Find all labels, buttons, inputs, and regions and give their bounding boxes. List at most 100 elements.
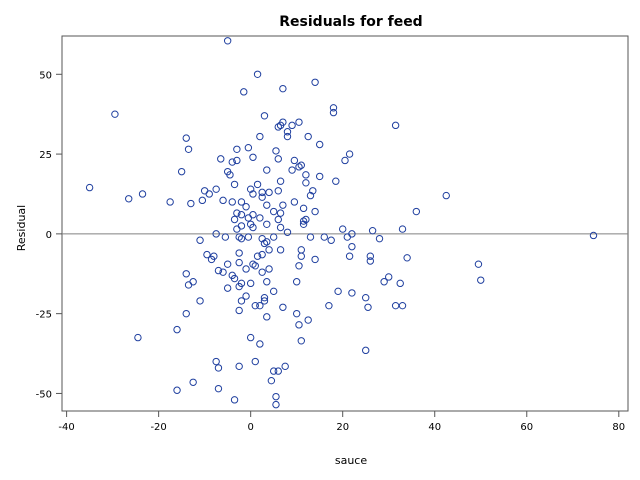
- data-point: [258, 250, 266, 259]
- x-tick-label: 80: [612, 422, 625, 433]
- data-point: [134, 333, 142, 342]
- x-tick-label: -20: [150, 422, 166, 433]
- data-point: [253, 70, 262, 78]
- data-point: [196, 297, 204, 305]
- data-point: [251, 357, 259, 366]
- chart-title: Residuals for feed: [279, 14, 422, 30]
- data-point: [292, 309, 301, 318]
- y-tick-label: -50: [36, 389, 52, 400]
- x-tick-label: -40: [58, 422, 74, 433]
- data-point: [219, 268, 227, 276]
- data-point: [297, 161, 305, 169]
- data-point: [237, 297, 246, 305]
- data-point: [315, 140, 324, 149]
- data-point: [274, 367, 282, 375]
- data-point: [260, 294, 269, 302]
- data-point: [309, 187, 317, 195]
- data-point: [253, 180, 262, 189]
- data-point: [230, 396, 239, 404]
- data-point: [242, 265, 250, 273]
- x-tick-label: 40: [428, 422, 441, 433]
- data-point: [246, 279, 255, 288]
- data-point: [249, 260, 257, 268]
- data-point: [297, 252, 305, 260]
- data-point: [244, 144, 253, 152]
- data-point: [297, 337, 305, 345]
- data-point: [283, 228, 292, 236]
- data-point: [246, 333, 255, 342]
- data-point: [306, 191, 315, 200]
- data-point: [391, 301, 400, 310]
- data-point: [269, 233, 278, 241]
- data-point: [184, 281, 193, 289]
- x-tick-label: 60: [520, 422, 533, 433]
- data-point: [256, 340, 264, 348]
- data-point: [212, 357, 220, 366]
- data-point: [263, 201, 271, 209]
- data-point: [205, 190, 213, 198]
- data-point: [474, 260, 483, 268]
- data-point: [230, 215, 239, 224]
- data-point: [237, 279, 246, 288]
- y-tick-label: 0: [46, 230, 52, 241]
- data-point: [332, 177, 340, 185]
- data-point: [348, 289, 356, 297]
- data-point: [442, 191, 450, 200]
- data-point: [345, 252, 354, 260]
- data-point: [263, 313, 271, 321]
- y-tick-label: -25: [36, 310, 52, 321]
- data-point: [276, 177, 285, 185]
- data-point: [237, 234, 246, 243]
- data-point: [214, 384, 223, 393]
- data-point: [396, 279, 404, 288]
- data-point: [228, 158, 236, 166]
- data-point: [398, 225, 407, 233]
- y-tick-label: 25: [39, 150, 52, 161]
- data-point: [260, 112, 269, 120]
- data-point: [182, 270, 190, 278]
- data-point: [182, 309, 190, 318]
- x-tick-label: 0: [247, 422, 253, 433]
- plot-frame: [61, 35, 629, 412]
- data-point: [368, 226, 377, 235]
- data-point: [256, 214, 264, 222]
- data-point: [327, 236, 335, 244]
- data-point: [173, 325, 181, 334]
- data-point: [249, 223, 257, 232]
- data-point: [274, 155, 282, 163]
- data-point: [302, 179, 310, 187]
- data-point: [223, 260, 232, 268]
- data-point: [233, 145, 241, 153]
- data-point: [240, 88, 248, 96]
- data-point: [214, 364, 223, 372]
- data-point: [306, 233, 315, 241]
- data-point: [217, 155, 225, 163]
- data-point: [341, 156, 349, 165]
- data-point: [295, 118, 303, 126]
- data-point: [198, 196, 207, 205]
- data-point: [223, 284, 232, 292]
- x-axis: -40 -20 0 20 40 60 80: [58, 411, 625, 433]
- data-point: [267, 376, 276, 385]
- data-point: [348, 230, 356, 238]
- data-point: [184, 145, 193, 153]
- data-point: [338, 225, 347, 233]
- data-point: [258, 188, 266, 197]
- data-point: [187, 199, 195, 208]
- data-point: [246, 185, 255, 193]
- data-point: [299, 220, 308, 228]
- data-point: [230, 180, 239, 189]
- data-point: [403, 254, 411, 262]
- data-point: [230, 274, 239, 283]
- data-point: [304, 132, 312, 141]
- data-point: [329, 104, 338, 112]
- data-point: [279, 201, 287, 209]
- data-point: [364, 303, 372, 311]
- data-point: [111, 110, 119, 118]
- data-point: [398, 301, 407, 310]
- data-point: [85, 183, 94, 192]
- data-point: [214, 266, 223, 275]
- data-point: [380, 278, 388, 286]
- data-point: [263, 220, 271, 228]
